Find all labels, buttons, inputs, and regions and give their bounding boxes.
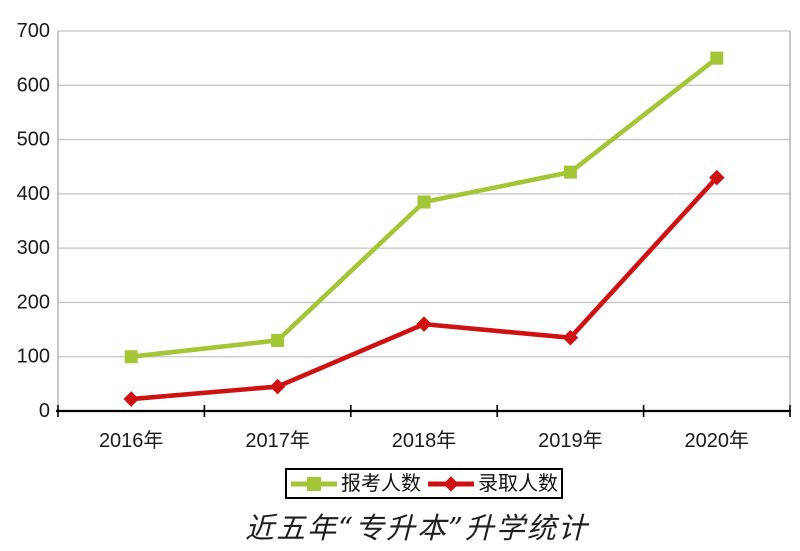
legend-item-admitted: 录取人数 xyxy=(427,474,558,494)
series-1-marker xyxy=(709,169,725,186)
series-1-marker xyxy=(416,316,432,332)
series-line-1 xyxy=(128,175,720,402)
y-axis-tick-label: 500 xyxy=(17,129,50,151)
legend-label-applicants: 报考人数 xyxy=(341,472,421,495)
y-axis-tick-label: 400 xyxy=(17,183,50,205)
y-axis-tick-label: 600 xyxy=(17,74,50,96)
series-0-marker xyxy=(271,333,285,347)
y-axis-tick-label: 700 xyxy=(17,20,50,42)
x-axis-tick-label: 2017年 xyxy=(245,429,310,452)
legend-item-applicants: 报考人数 xyxy=(290,474,421,494)
series-0-marker xyxy=(417,195,431,209)
x-axis-tick-label: 2019年 xyxy=(538,429,603,452)
series-1-marker xyxy=(123,391,139,407)
x-axis-tick-label: 2020年 xyxy=(685,429,750,452)
admitted-line-marker-icon xyxy=(428,475,474,492)
series-0-marker xyxy=(124,350,138,364)
y-axis-tick-label: 100 xyxy=(17,346,50,368)
applicants-line-marker-icon xyxy=(291,476,337,491)
series-0-marker xyxy=(710,51,724,65)
y-axis-tick-label: 0 xyxy=(39,400,50,422)
x-axis-tick-label: 2018年 xyxy=(392,429,457,452)
legend-label-admitted: 录取人数 xyxy=(478,472,558,495)
y-axis-tick-label: 300 xyxy=(17,237,50,259)
x-axis-tick-label: 2016年 xyxy=(99,429,164,452)
chart-title: 近五年“专升本”升学统计 xyxy=(245,511,589,545)
series-0-marker xyxy=(563,165,577,179)
series-1-marker xyxy=(269,378,286,395)
chart-legend: 报考人数 录取人数 xyxy=(285,468,563,499)
y-axis-tick-label: 200 xyxy=(17,291,50,313)
